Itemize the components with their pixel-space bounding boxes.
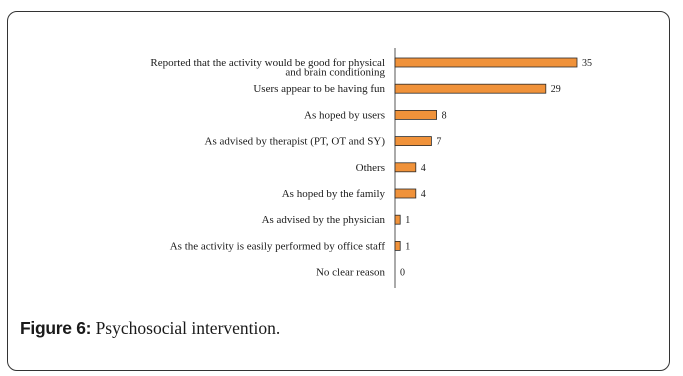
category-label: As advised by therapist (PT, OT and SY) (205, 136, 386, 148)
value-label: 29 (551, 84, 561, 95)
category-label-line: As the activity is easily performed by o… (170, 240, 386, 252)
value-label: 4 (421, 189, 426, 200)
bar (394, 83, 547, 94)
value-label: 1 (405, 241, 410, 252)
value-label: 1 (405, 215, 410, 226)
category-label-line: Others (356, 162, 385, 174)
value-label: 8 (442, 110, 447, 121)
category-label: As hoped by users (304, 109, 385, 121)
bar (394, 214, 401, 225)
category-label-line: As advised by therapist (PT, OT and SY) (205, 136, 386, 148)
bar (394, 188, 417, 199)
category-label-line: Reported that the activity would be good… (150, 57, 385, 69)
value-label: 0 (400, 268, 405, 279)
category-label: No clear reason (316, 267, 386, 279)
category-label-line: As advised by the physician (262, 214, 386, 226)
category-label: As advised by the physician (262, 214, 386, 226)
category-label-line: and brain conditioning (285, 67, 385, 79)
bar (394, 136, 432, 147)
bars (394, 57, 578, 251)
figure-caption: Figure 6: Psychosocial intervention. (20, 317, 280, 339)
category-label: Others (356, 162, 385, 174)
category-label: Users appear to be having fun (253, 83, 385, 95)
category-label-line: As hoped by the family (282, 188, 386, 200)
category-label: As the activity is easily performed by o… (170, 240, 386, 252)
bar (394, 110, 437, 120)
figure-caption-text: Psychosocial intervention. (95, 318, 281, 338)
value-label: 4 (421, 163, 426, 174)
value-label: 7 (436, 137, 441, 148)
category-label-line: Users appear to be having fun (253, 83, 385, 95)
category-label: Reported that the activity would be good… (150, 57, 385, 79)
bar (394, 240, 401, 251)
category-label-line: As hoped by users (304, 109, 385, 121)
category-label-line: No clear reason (316, 267, 386, 279)
value-labels: 35 29 8 7 4 4 1 1 0 (400, 58, 592, 279)
figure-frame (7, 11, 670, 371)
category-label: As hoped by the family (282, 188, 386, 200)
figure-label: Figure 6: (20, 318, 92, 338)
value-label: 35 (582, 58, 592, 69)
bar (394, 162, 417, 173)
category-labels: Reported that the activity would be good… (150, 57, 385, 279)
bar (394, 57, 578, 68)
